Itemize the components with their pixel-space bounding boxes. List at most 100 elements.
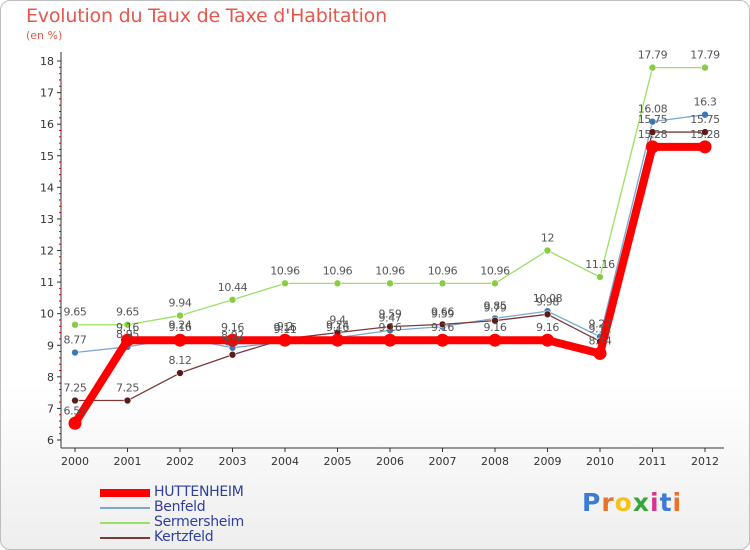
data-point-benfeld <box>648 117 657 126</box>
data-label-kertzfeld: 8.12 <box>169 354 192 367</box>
legend-label: Sermersheim <box>154 514 245 530</box>
x-tick-label: 2010 <box>586 455 614 468</box>
data-point-sermersheim <box>333 279 342 288</box>
x-tick-label: 2008 <box>481 455 509 468</box>
legend-swatch <box>100 507 150 509</box>
data-point-sermersheim <box>596 273 604 281</box>
data-label-sermersheim: 10.96 <box>270 264 300 277</box>
y-tick-label: 10 <box>40 308 54 321</box>
data-label-sermersheim: 10.96 <box>323 264 353 277</box>
data-point-kertzfeld <box>386 322 394 331</box>
data-label-huttenheim: 9.16 <box>116 321 139 334</box>
data-label-kertzfeld: 9.12 <box>589 322 612 335</box>
y-tick-label: 15 <box>40 150 54 163</box>
data-point-sermersheim <box>176 311 184 320</box>
data-label-sermersheim: 17.79 <box>638 49 668 62</box>
data-label-benfeld: 16.3 <box>694 96 717 109</box>
data-point-kertzfeld <box>71 396 79 405</box>
series-layer <box>68 63 712 430</box>
data-point-kertzfeld <box>228 350 237 359</box>
data-label-huttenheim: 9.16 <box>169 321 192 334</box>
data-label-benfeld: 9.59 <box>431 308 454 321</box>
data-point-sermersheim <box>491 279 499 288</box>
data-label-kertzfeld: 15.75 <box>638 113 668 126</box>
legend-swatch <box>100 522 150 524</box>
x-tick-label: 2005 <box>324 455 352 468</box>
data-point-huttenheim <box>541 333 554 347</box>
data-point-huttenheim <box>226 333 239 347</box>
y-tick-label: 17 <box>40 87 54 100</box>
data-point-kertzfeld <box>438 320 447 329</box>
data-point-huttenheim <box>436 333 449 347</box>
logo-letter: i <box>650 488 660 517</box>
data-point-benfeld <box>71 348 79 357</box>
x-tick-label: 2011 <box>639 455 667 468</box>
data-point-huttenheim <box>173 333 187 347</box>
data-point-sermersheim <box>228 295 237 304</box>
data-point-sermersheim <box>386 279 394 288</box>
data-label-benfeld: 8.77 <box>64 334 87 347</box>
data-point-kertzfeld <box>123 396 132 405</box>
data-point-huttenheim <box>278 333 292 347</box>
chart-title: Evolution du Taux de Taxe d'Habitation <box>26 5 387 27</box>
data-label-huttenheim: 8.74 <box>589 334 612 347</box>
data-labels: 9.65 9.65 9.94 10.44 10.96 10.96 10.96 10.96 10.… <box>64 49 721 418</box>
data-label-huttenheim: 15.28 <box>638 128 668 141</box>
data-label-sermersheim: 10.96 <box>428 264 458 277</box>
x-tick-label: 2002 <box>166 455 194 468</box>
y-tick-label: 16 <box>40 118 54 131</box>
logo-letter: x <box>632 488 650 517</box>
x-tick-label: 2006 <box>376 455 404 468</box>
logo-letter: r <box>601 488 615 517</box>
data-label-sermersheim: 10.96 <box>375 264 405 277</box>
y-tick-label: 14 <box>40 181 54 194</box>
legend-label: Benfeld <box>154 499 206 515</box>
data-point-kertzfeld <box>701 128 709 136</box>
data-label-kertzfeld: 9.79 <box>484 302 507 315</box>
data-label-benfeld: 10.08 <box>533 292 563 305</box>
legend-label: HUTTENHEIM <box>154 484 244 500</box>
data-label-kertzfeld: 9.2 <box>277 320 293 333</box>
y-tick-label: 18 <box>40 55 54 68</box>
data-point-huttenheim <box>331 333 344 347</box>
legend-label: Kertzfeld <box>154 529 214 545</box>
data-label-sermersheim: 12 <box>541 232 554 245</box>
data-point-kertzfeld <box>543 310 552 319</box>
series-sermersheim <box>71 63 709 329</box>
data-label-huttenheim: 15.28 <box>690 128 720 141</box>
x-tick-label: 2009 <box>534 455 562 468</box>
x-tick-label: 2007 <box>429 455 457 468</box>
legend-swatch <box>100 489 150 497</box>
data-point-kertzfeld <box>491 316 499 325</box>
data-point-huttenheim <box>121 333 134 347</box>
data-point-huttenheim <box>488 333 502 347</box>
data-label-benfeld: 16.08 <box>638 103 668 116</box>
data-label-kertzfeld: 15.75 <box>690 113 720 126</box>
logo-letter: o <box>614 488 633 517</box>
data-label-sermersheim: 10.96 <box>480 264 510 277</box>
data-label-kertzfeld: 7.25 <box>64 382 87 395</box>
data-point-kertzfeld <box>648 128 657 136</box>
data-point-huttenheim <box>383 333 397 347</box>
chart-unit: (en %) <box>26 29 63 42</box>
data-label-huttenheim: 9.16 <box>274 321 297 334</box>
data-label-huttenheim: 9.16 <box>431 321 454 334</box>
proxiti-logo: Proxiti <box>582 488 682 517</box>
data-label-kertzfeld: 9.59 <box>379 308 402 321</box>
logo-letter: i <box>672 488 683 517</box>
y-tick-label: 9 <box>47 339 54 352</box>
x-tick-label: 2001 <box>114 455 142 468</box>
data-label-sermersheim: 9.94 <box>169 297 192 310</box>
data-point-sermersheim <box>543 246 552 255</box>
data-label-benfeld: 8.92 <box>221 329 244 342</box>
data-label-huttenheim: 9.16 <box>326 321 349 334</box>
legend-swatch <box>100 537 150 539</box>
y-tick-label: 13 <box>40 213 54 226</box>
data-point-huttenheim <box>593 346 607 360</box>
x-tick-label: 2004 <box>271 455 299 468</box>
data-label-benfeld: 9.47 <box>379 311 402 324</box>
y-tick-label: 12 <box>40 245 54 258</box>
data-point-sermersheim <box>71 320 79 329</box>
